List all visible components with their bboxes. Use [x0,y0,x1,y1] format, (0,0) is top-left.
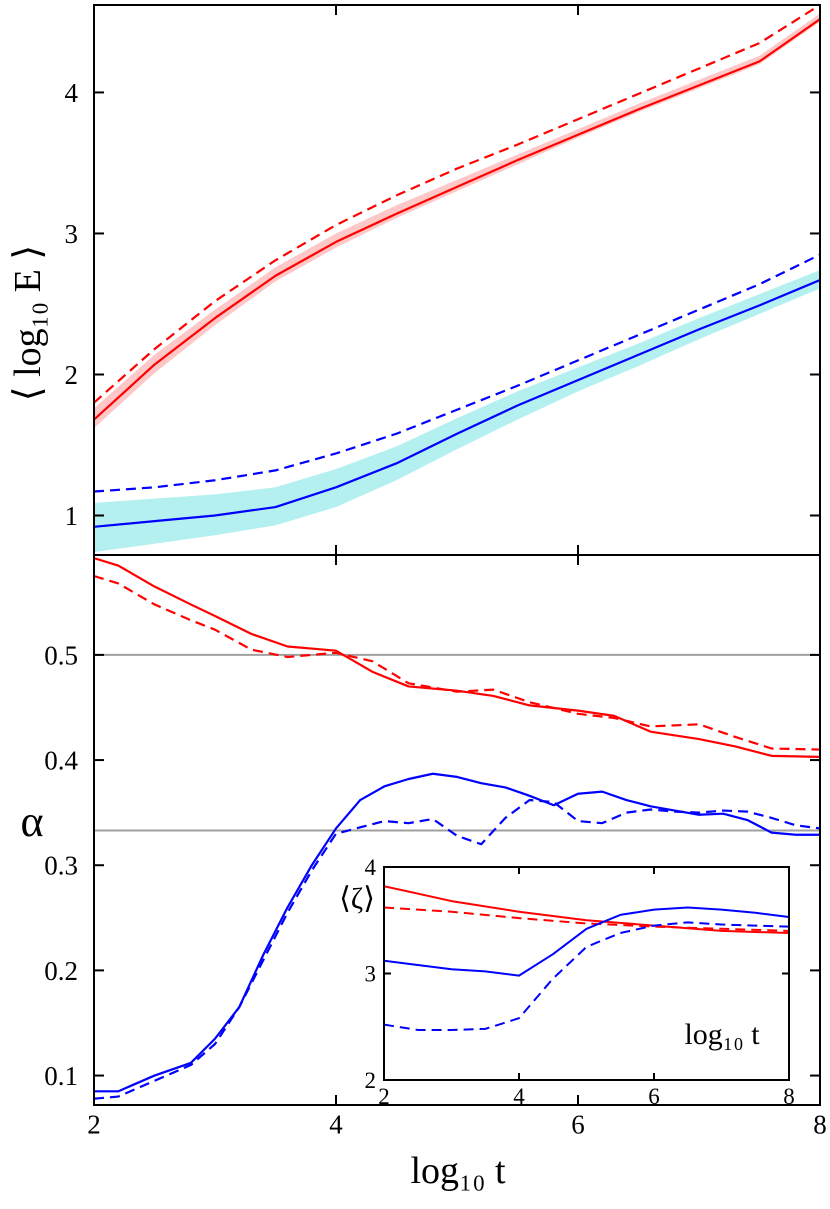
series-blue-dashed [94,798,820,1100]
y-tick-label: 0.3 [44,851,78,881]
series-red-solid [94,18,820,421]
x-tick-label: 8 [813,1109,827,1139]
series-blue-solid [384,906,789,977]
plot-frame [93,554,821,1106]
red-band [94,13,820,429]
series-blue-dashed [94,253,820,493]
x-tick-label: 4 [513,1084,525,1109]
series-red-solid [384,885,789,935]
x-tick-label: 6 [648,1084,660,1109]
x-tick-label: 8 [783,1084,795,1109]
y-tick-label: 0.2 [44,956,78,986]
inset-x-axis-label: log₁₀ t [684,1018,760,1051]
x-axis-label: log₁₀ t [410,1150,506,1192]
top-y-axis-label: ⟨ log₁₀ E ⟩ [7,245,49,401]
series-blue-dashed [384,921,789,1031]
y-tick-label: 2 [65,360,79,390]
y-tick-label: 1 [65,501,79,531]
bottom-y-axis-label: α [20,797,43,846]
x-tick-label: 2 [378,1084,390,1109]
inset-background [384,867,789,1080]
series-red-dashed [94,5,820,404]
y-tick-label: 4 [365,855,377,880]
x-tick-label: 4 [329,1109,343,1139]
series-red-dashed [384,906,789,932]
y-tick-label: 4 [65,78,79,108]
y-tick-label: 3 [365,962,377,987]
series-blue-solid [94,278,820,528]
bottom-panel: 0.10.20.30.40.52 4 6 8 [44,554,827,1139]
series-red-solid [94,557,820,759]
series-red-dashed [94,574,820,751]
x-tick-label: 6 [571,1109,585,1139]
y-tick-label: 0.1 [44,1061,78,1091]
top-panel: 1 2 3 4 [65,4,821,556]
cyan-band [94,270,820,553]
inset-y-axis-label: ⟨ζ⟩ [339,882,375,915]
y-tick-label: 0.5 [44,640,78,670]
inset-panel: 2 3 4 2 4 6 8 [365,855,795,1109]
x-tick-label: 2 [87,1109,101,1139]
series-blue-solid [94,772,820,1093]
y-tick-label: 2 [365,1068,377,1093]
y-tick-label: 0.4 [44,746,78,776]
plot-frame [93,4,821,556]
y-tick-label: 3 [65,219,79,249]
